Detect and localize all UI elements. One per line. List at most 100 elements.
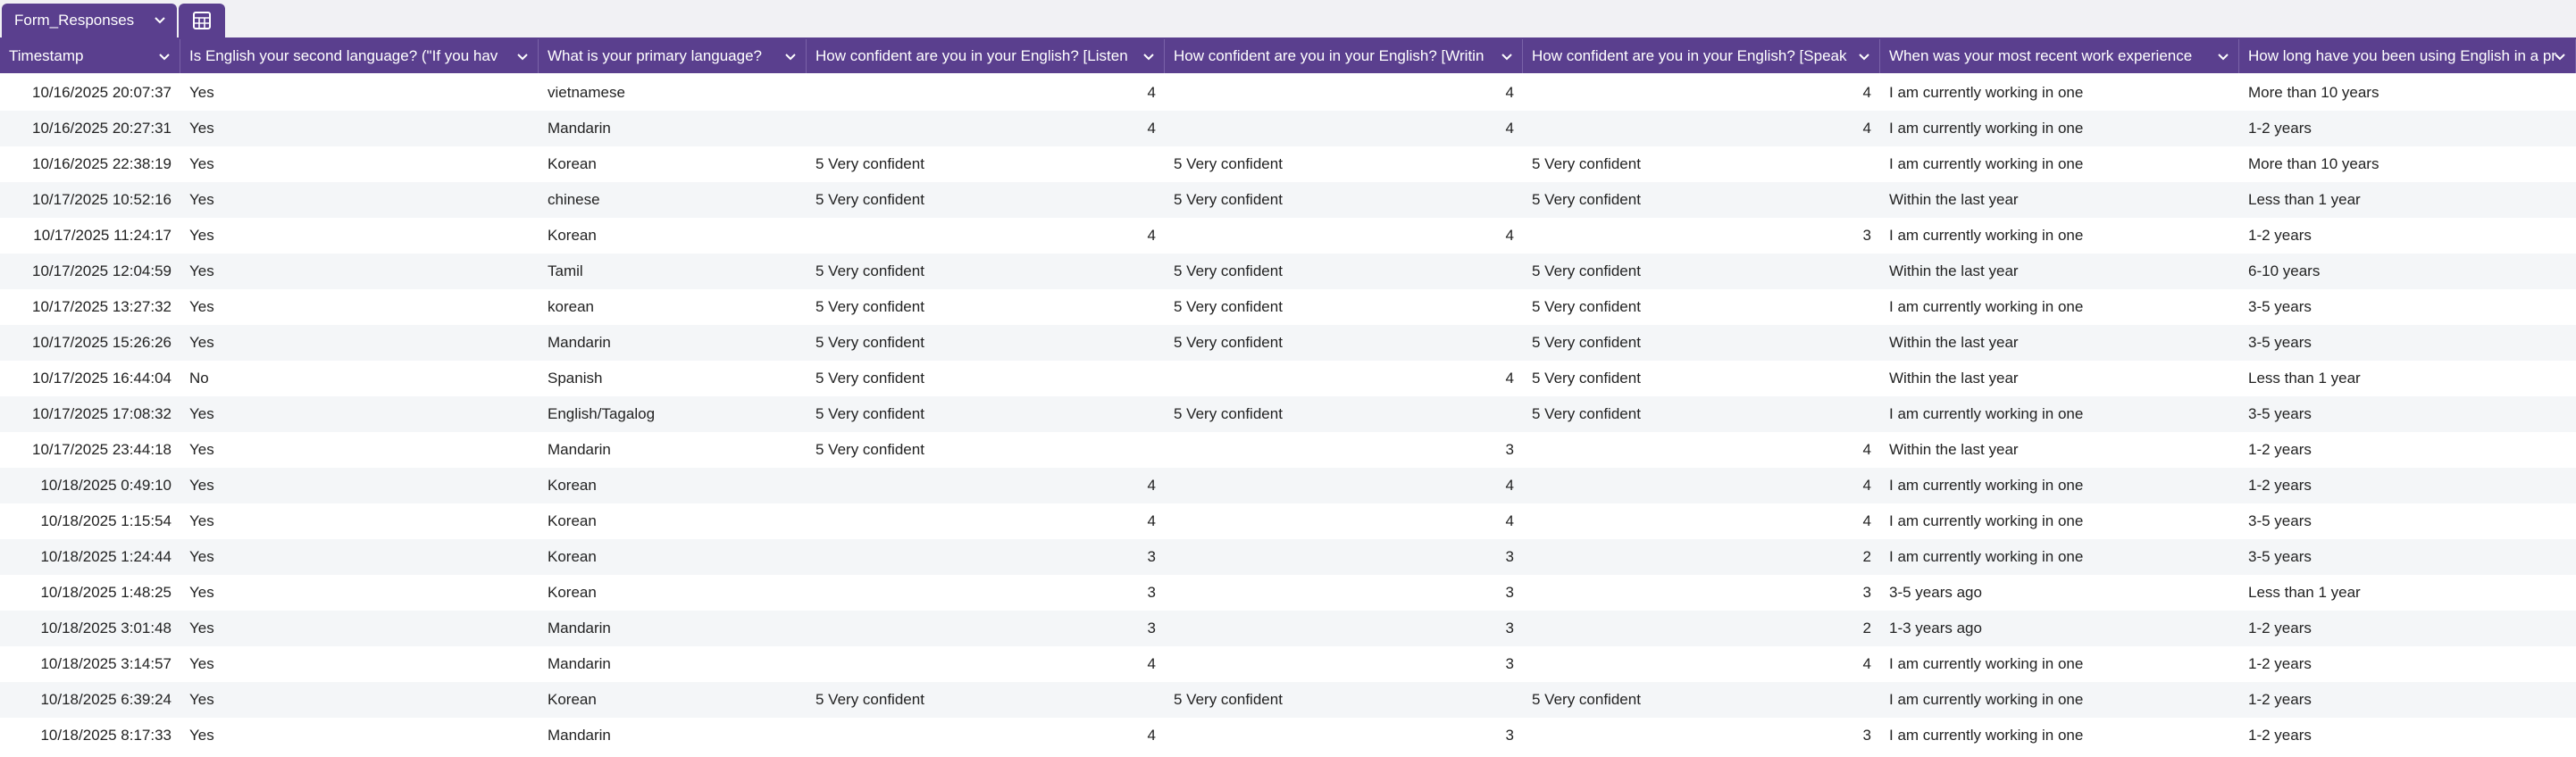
table-cell: Yes [189,405,214,422]
table-cell: 10/17/2025 23:44:18 [32,441,171,458]
table-cell: 5 Very confident [815,691,924,708]
table-cell: 10/18/2025 3:14:57 [40,655,171,672]
table-cell: I am currently working in one [1889,548,2084,565]
table-cell: 4 [1505,370,1514,387]
column-header[interactable]: How confident are you in your English? [… [1165,39,1523,73]
table-row: 10/17/2025 17:08:32 Yes English/Tagalog 5 V… [0,396,2576,432]
table-cell: 4 [1505,120,1514,137]
table-cell: Yes [189,727,214,744]
table-cell: 10/18/2025 1:15:54 [40,512,171,529]
table-cell: 2 [1862,548,1871,565]
table-cell: Mandarin [548,120,611,137]
table-cell: Yes [189,155,214,172]
table-cell: 5 Very confident [815,370,924,387]
table-cell: Korean [548,155,597,172]
column-menu[interactable] [1858,53,1870,62]
table-cell: 5 Very confident [1174,298,1283,315]
table-cell: I am currently working in one [1889,84,2084,101]
table-cell: No [189,370,209,387]
table-cell: Mandarin [548,441,611,458]
table-cell: 3 [1147,548,1156,565]
column-header[interactable]: How confident are you in your English? [… [1523,39,1880,73]
table-cell: Mandarin [548,655,611,672]
table-cell: Yes [189,84,214,101]
table-cell: 5 Very confident [1532,155,1641,172]
table-cell: I am currently working in one [1889,120,2084,137]
table-cell: I am currently working in one [1889,405,2084,422]
table-cell: 3 [1147,584,1156,601]
table-cell: 3-5 years ago [1889,584,1982,601]
table-row: 10/17/2025 13:27:32 Yes korean 5 Very confi… [0,289,2576,325]
table-cell: 5 Very confident [815,405,924,422]
table-view-tab[interactable] [179,4,225,37]
table-cell: Yes [189,691,214,708]
table-cell: Mandarin [548,334,611,351]
column-menu[interactable] [2554,53,2566,62]
table-cell: 5 Very confident [1174,262,1283,279]
column-header[interactable]: Timestamp [0,39,180,73]
column-title: What is your primary language? [548,47,763,64]
table-cell: Within the last year [1889,334,2019,351]
table-row: 10/16/2025 20:27:31 Yes Mandarin 4 4 4 I am cu… [0,111,2576,146]
table-cell: 5 Very confident [815,262,924,279]
table-cell: Yes [189,620,214,636]
column-menu[interactable] [784,53,797,62]
tab-dropdown[interactable] [154,16,166,25]
table-cell: 1-2 years [2248,655,2312,672]
table-cell: Yes [189,227,214,244]
table-cell: 4 [1505,84,1514,101]
column-header[interactable]: What is your primary language? [539,39,807,73]
tab-label: Form_Responses [14,12,135,29]
table-cell: 5 Very confident [1532,334,1641,351]
table-cell: 2 [1862,620,1871,636]
column-title: How long have you been using English in … [2248,47,2556,64]
table-cell: 10/17/2025 15:26:26 [32,334,171,351]
column-header[interactable]: When was your most recent work experienc… [1880,39,2239,73]
table-cell: 10/18/2025 8:17:33 [40,727,171,744]
column-header[interactable]: How confident are you in your English? [… [807,39,1165,73]
table-cell: Yes [189,262,214,279]
table-cell: More than 10 years [2248,155,2379,172]
table-cell: Tamil [548,262,583,279]
column-header[interactable]: Is English your second language? ("If yo… [180,39,539,73]
column-menu[interactable] [1501,53,1513,62]
table-cell: 4 [1147,655,1156,672]
table-cell: 10/18/2025 3:01:48 [40,620,171,636]
table-cell: Less than 1 year [2248,191,2361,208]
table-cell: 4 [1862,655,1871,672]
table-cell: 10/17/2025 11:24:17 [33,227,171,244]
table-row: 10/18/2025 8:17:33 Yes Mandarin 4 3 3 I am cur… [0,718,2576,753]
table-row: 10/16/2025 20:07:37 Yes vietnamese 4 4 4 I am … [0,75,2576,111]
column-menu[interactable] [516,53,529,62]
column-menu[interactable] [158,53,171,62]
table-cell: 10/17/2025 17:08:32 [32,405,171,422]
table-cell: 10/16/2025 22:38:19 [32,155,171,172]
table-cell: 3 [1505,620,1514,636]
table-cell: 5 Very confident [1532,370,1641,387]
table-cell: 3-5 years [2248,298,2312,315]
sheet-tab[interactable]: Form_Responses [2,4,177,37]
table-cell: 1-2 years [2248,227,2312,244]
column-menu[interactable] [2217,53,2229,62]
table-cell: I am currently working in one [1889,655,2084,672]
table-row: 10/18/2025 0:49:10 Yes Korean 4 4 4 I am curre… [0,468,2576,503]
column-menu[interactable] [1142,53,1155,62]
table-cell: 5 Very confident [1174,405,1283,422]
column-header[interactable]: How long have you been using English in … [2239,39,2576,73]
table-cell: I am currently working in one [1889,477,2084,494]
table-cell: 4 [1147,727,1156,744]
table-cell: Yes [189,120,214,137]
table-cell: 10/18/2025 1:24:44 [40,548,171,565]
column-title: Timestamp [9,47,84,64]
table-row: 10/17/2025 16:44:04 No Spanish 5 Very confi… [0,361,2576,396]
table-cell: I am currently working in one [1889,155,2084,172]
table-cell: I am currently working in one [1889,227,2084,244]
table-cell: 4 [1505,227,1514,244]
table-cell: 4 [1505,512,1514,529]
table-cell: 5 Very confident [1532,405,1641,422]
table-cell: 5 Very confident [1532,191,1641,208]
table-cell: Yes [189,655,214,672]
column-title: When was your most recent work experienc… [1889,47,2193,64]
table-cell: 5 Very confident [1174,334,1283,351]
